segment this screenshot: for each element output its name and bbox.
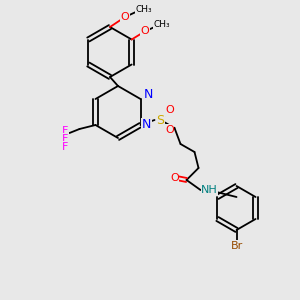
Text: F: F — [62, 126, 69, 136]
Text: F: F — [62, 134, 69, 144]
Text: O: O — [140, 26, 149, 37]
Text: N: N — [144, 88, 153, 101]
Text: O: O — [170, 173, 179, 183]
Text: S: S — [157, 113, 164, 127]
Text: N: N — [142, 118, 151, 131]
Text: O: O — [165, 125, 174, 135]
Text: F: F — [62, 142, 69, 152]
Text: O: O — [165, 105, 174, 115]
Text: NH: NH — [201, 185, 218, 195]
Text: CH₃: CH₃ — [153, 20, 170, 29]
Text: Br: Br — [230, 241, 243, 251]
Text: CH₃: CH₃ — [136, 4, 152, 14]
Text: O: O — [121, 12, 129, 22]
